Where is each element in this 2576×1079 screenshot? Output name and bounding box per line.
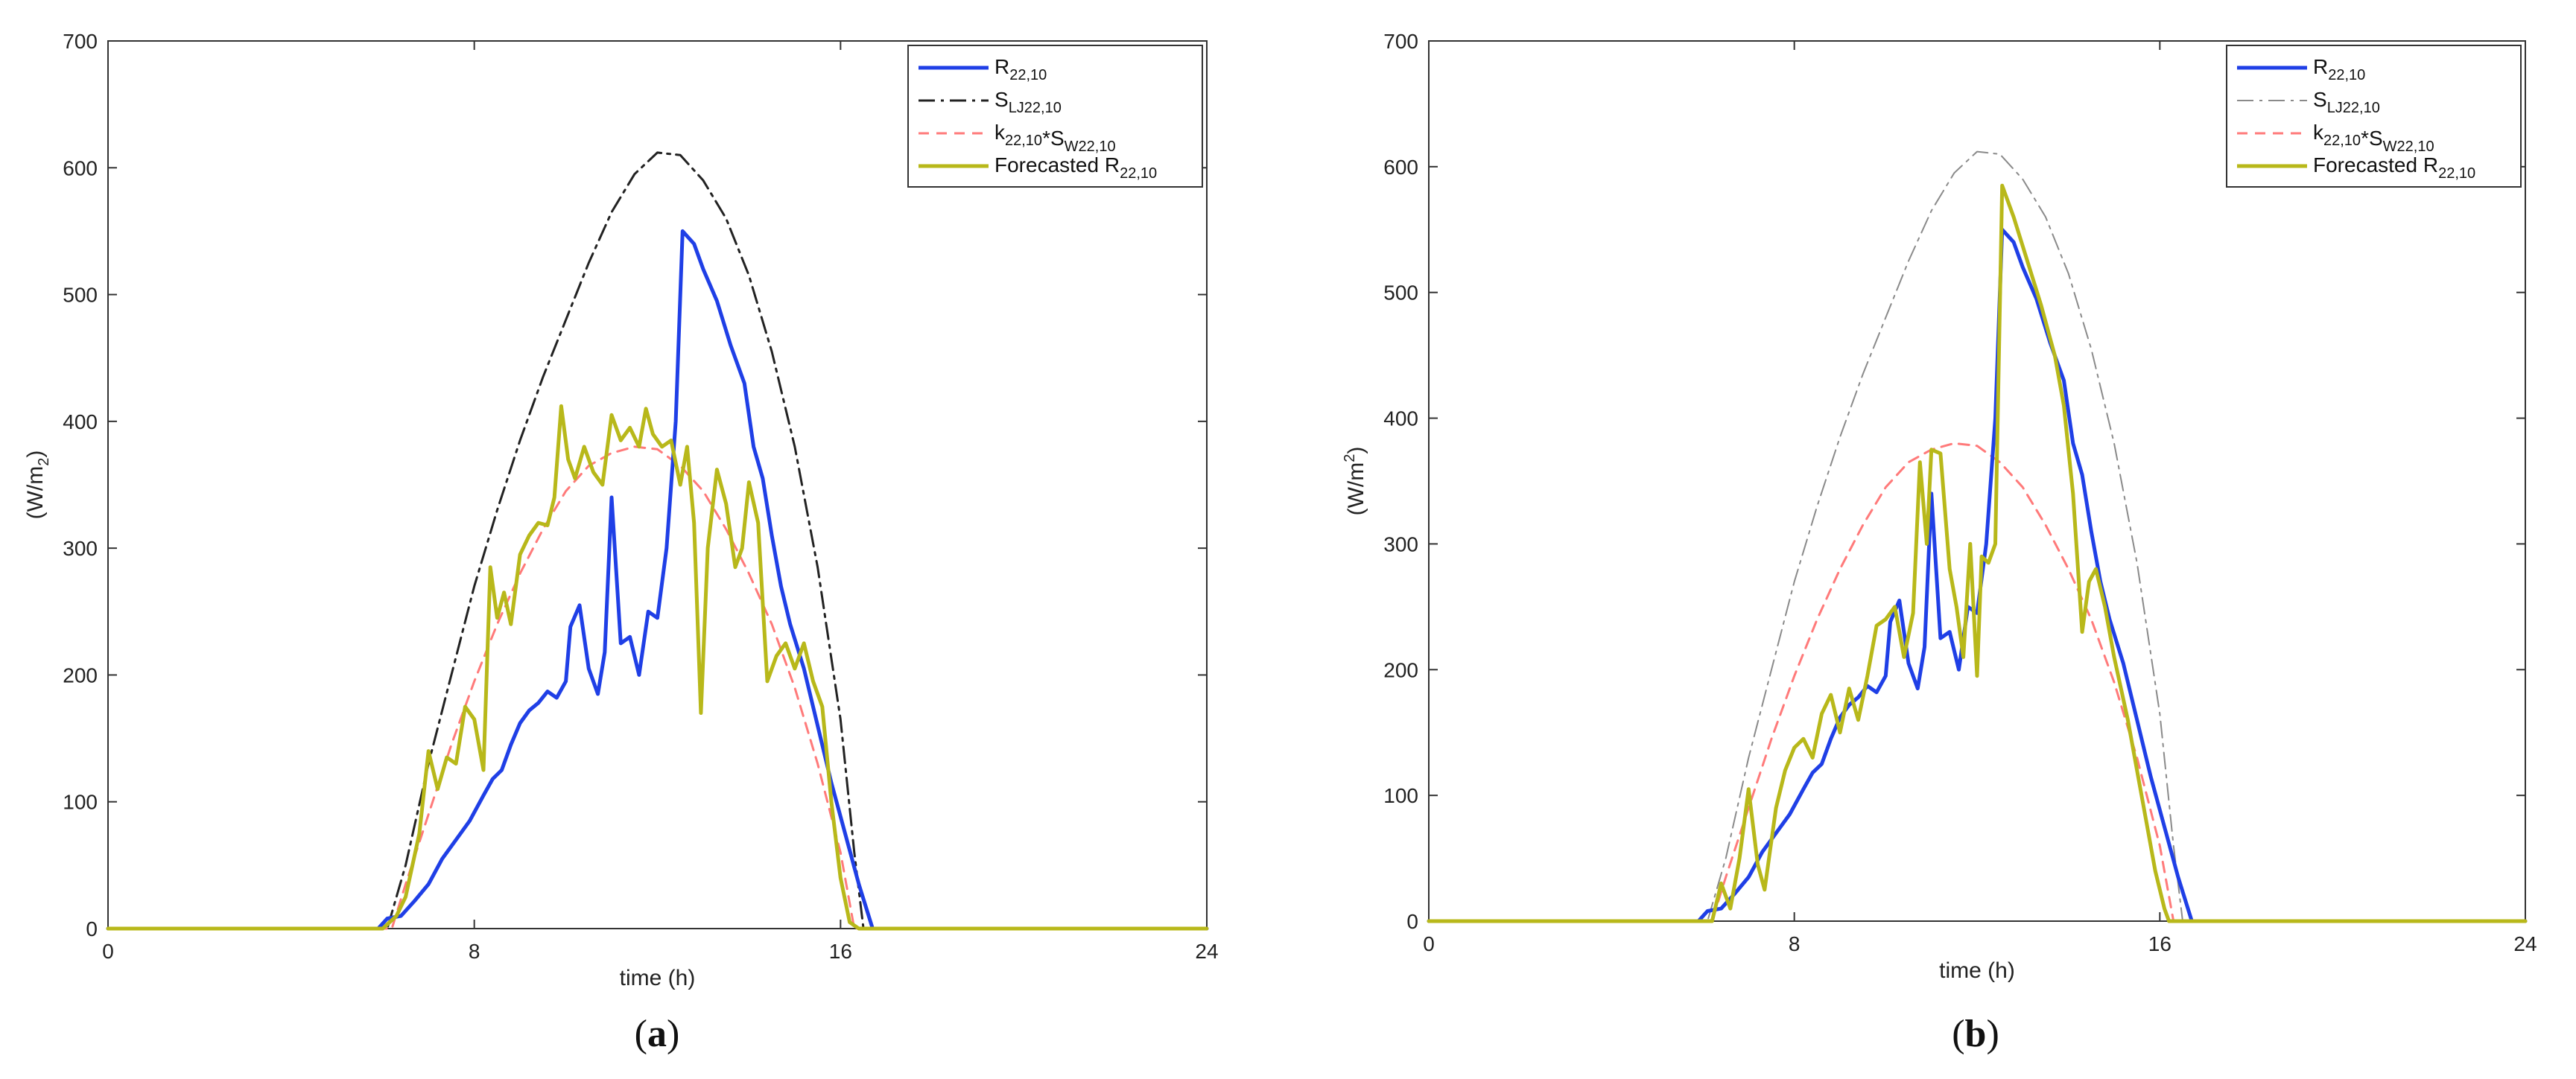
y-tick-label: 200 <box>1383 658 1418 681</box>
y-tick-label: 300 <box>1383 532 1418 556</box>
x-tick-label: 8 <box>469 940 480 963</box>
series-line-0 <box>1427 227 2528 923</box>
series-line-1 <box>1428 150 2526 922</box>
y-tick-label: 100 <box>63 791 98 814</box>
legend-entry: k22,10*SW22,10 <box>994 121 1116 155</box>
series-line-3 <box>106 404 1209 931</box>
panel-caption: (a) <box>635 1013 680 1055</box>
legend-entry: k22,10*SW22,10 <box>2313 121 2434 155</box>
chart-panel-a: 0 100 200 300 400 500 600 700 0 8 16 24 time (h) (W/m… <box>23 30 1219 1055</box>
chart-panel-b: 0 100 200 300 400 500 600 700 0 8 16 24 time (h) (W/m… <box>1342 30 2537 1055</box>
x-tick-label: 24 <box>2513 932 2537 955</box>
y-tick-label: 600 <box>63 156 98 179</box>
legend-entry: R22,10 <box>2313 55 2365 83</box>
x-tick-label: 8 <box>1789 932 1801 955</box>
x-tick-label: 0 <box>102 940 114 963</box>
legend-entry: Forecasted R22,10 <box>2313 153 2475 182</box>
series-line-1 <box>107 151 1208 930</box>
y-axis-label: (W/m2) <box>23 451 52 520</box>
x-tick-label: 0 <box>1423 932 1435 955</box>
y-tick-label: 100 <box>1383 784 1418 807</box>
x-tick-label: 24 <box>1195 940 1218 963</box>
series-line-2 <box>1427 442 2527 923</box>
series-line-0 <box>106 229 1209 931</box>
x-tick-label: 16 <box>2148 932 2171 955</box>
series-line-3 <box>1427 183 2528 923</box>
legend-entry: R22,10 <box>994 55 1047 83</box>
y-tick-label: 0 <box>86 917 98 940</box>
panel-caption: (b) <box>1952 1013 1999 1055</box>
y-axis-label: (W/m2) <box>1342 447 1368 516</box>
y-tick-label: 500 <box>63 284 98 307</box>
y-tick-label: 0 <box>1406 910 1418 933</box>
y-tick-label: 400 <box>1383 407 1418 430</box>
y-tick-label: 700 <box>1383 30 1418 53</box>
legend-entry: SLJ22,10 <box>2313 88 2380 116</box>
y-tick-label: 700 <box>63 30 98 53</box>
x-axis-label: time (h) <box>620 966 696 990</box>
y-tick-label: 500 <box>1383 281 1418 305</box>
x-tick-label: 16 <box>829 940 852 963</box>
legend-entry: SLJ22,10 <box>994 88 1062 116</box>
y-tick-label: 400 <box>63 410 98 433</box>
y-tick-label: 200 <box>63 663 98 687</box>
legend-entry: Forecasted R22,10 <box>994 153 1157 182</box>
x-axis-label: time (h) <box>1939 958 2015 983</box>
plot-frame <box>107 40 1208 929</box>
y-tick-label: 300 <box>63 537 98 560</box>
y-tick-label: 600 <box>1383 156 1418 179</box>
